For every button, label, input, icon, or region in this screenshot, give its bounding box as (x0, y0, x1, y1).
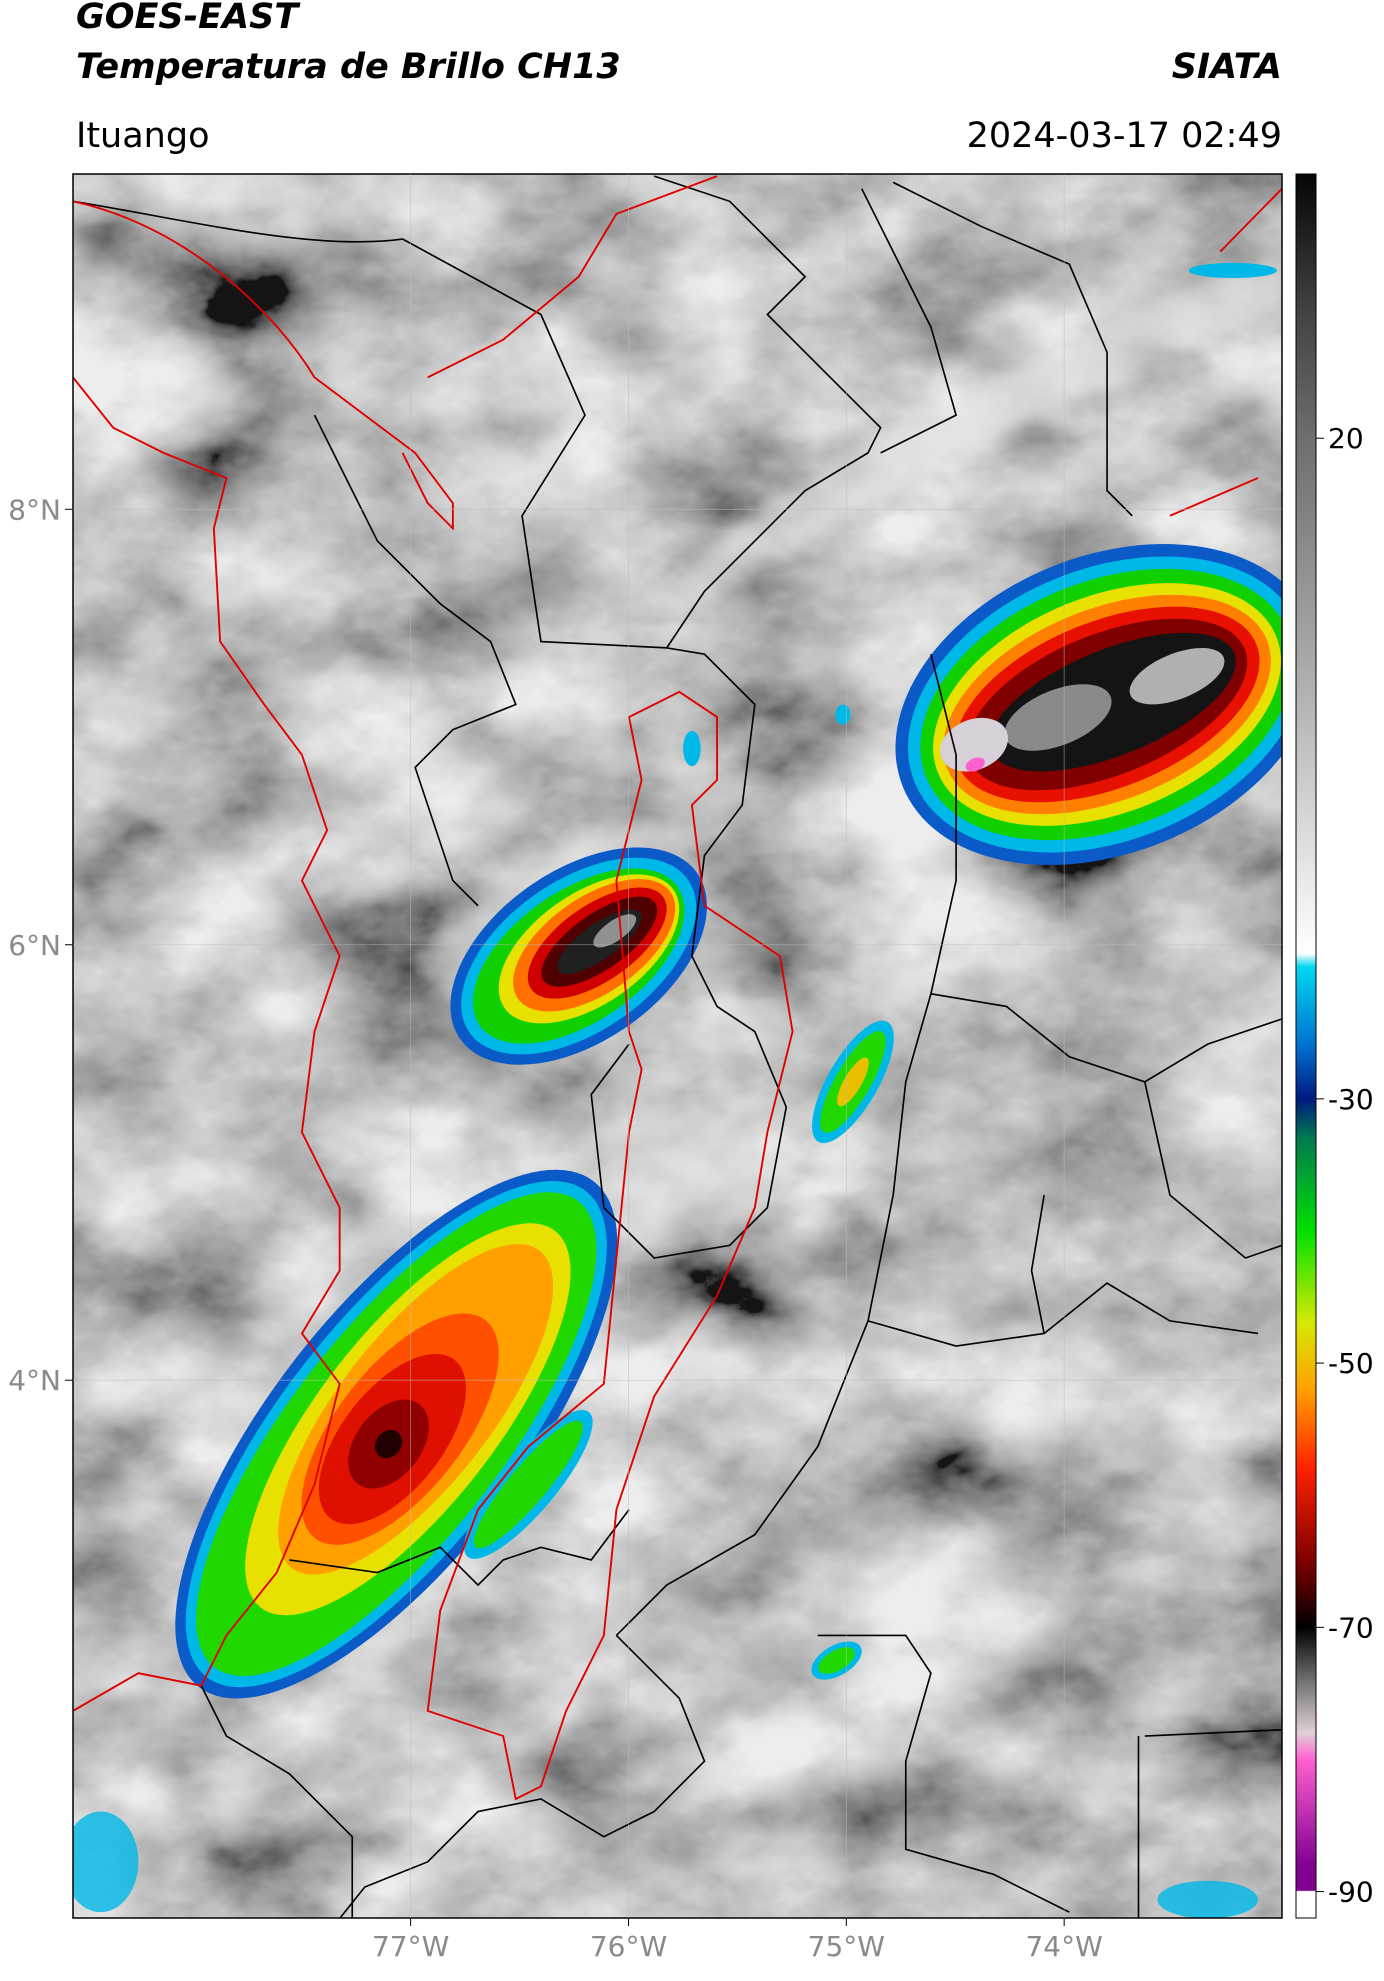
y-tick-label: 6°N (8, 929, 61, 962)
map-frame (72, 173, 1283, 1919)
timestamp: 2024-03-17 02:49 (967, 116, 1282, 156)
colorbar-tick-label: -50 (1328, 1347, 1374, 1380)
title: GOES-EAST (76, 0, 301, 37)
x-tick-label: 76°W (590, 1930, 667, 1963)
y-tick-label: 4°N (8, 1364, 61, 1397)
colorbar (1295, 173, 1317, 1919)
x-tick-label: 74°W (1025, 1930, 1102, 1963)
colorbar-tick-label: -30 (1328, 1083, 1374, 1116)
colorbar-tick-label: 20 (1328, 422, 1364, 455)
subtitle: Temperatura de Brillo CH13 (76, 47, 621, 87)
x-tick-label: 75°W (808, 1930, 885, 1963)
x-tick-label: 77°W (372, 1930, 449, 1963)
satellite-image (73, 174, 1282, 1918)
location: Ituango (76, 116, 210, 156)
agency: SIATA (1172, 47, 1282, 87)
y-tick-label: 8°N (8, 493, 61, 526)
colorbar-tick-label: -70 (1328, 1611, 1374, 1644)
axes: 77°W 76°W 75°W 74°W 8°N 6°N 4°N 20 -30 -50 -70 -90 (8, 174, 1374, 1963)
colorbar-tick-label: -90 (1328, 1876, 1374, 1909)
